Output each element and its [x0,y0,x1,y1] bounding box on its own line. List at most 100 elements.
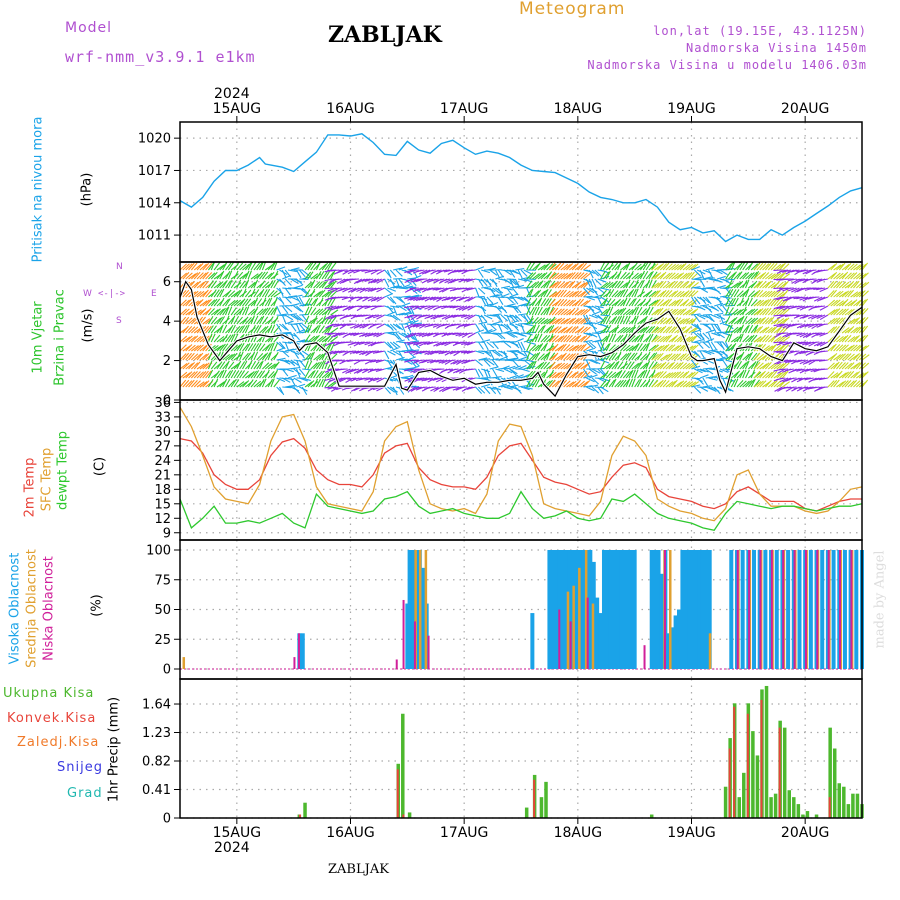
wind-barb [489,366,499,370]
wind-barb [585,341,594,349]
wind-barb [546,306,551,316]
wind-barb [259,315,265,325]
wind-barb [219,369,225,379]
wind-barb [239,342,245,352]
wind-barb [620,264,628,271]
wind-barb [560,263,569,271]
wind-barb [253,306,259,316]
wind-barb [313,281,321,289]
wind-barb [239,370,246,379]
wind-barb [782,269,792,273]
wind-barb [702,276,712,280]
wind-barb [764,335,772,343]
wind-barb [307,352,314,361]
low-cloud-bar [569,621,572,669]
wind-barb [574,344,583,352]
wind-barb [796,314,806,317]
wind-barb [773,305,783,310]
wind-barb [583,362,591,370]
wind-barb [725,297,730,307]
wind-barb [477,341,484,350]
wind-barb [227,279,233,289]
wind-barb [532,273,540,280]
wind-barb [242,343,249,352]
wind-barb [205,289,212,298]
total-precip-bar [723,786,728,818]
wind-barb [338,296,348,299]
wind-barb [566,318,574,325]
wind-barb [639,343,647,352]
wind-barb [540,361,547,370]
wind-barb [782,370,789,379]
wind-barb [685,290,693,298]
y-tick-label: 0 [163,812,171,827]
wind-barb [276,266,286,271]
wind-barb [861,298,869,307]
wind-barb [713,386,721,395]
wind-barb [531,333,538,343]
total-precip-bar [805,811,810,818]
wind-barb [659,308,668,316]
wind-barb [412,322,423,325]
wind-barb [290,296,300,302]
wind-barb [432,269,442,273]
wind-barb [833,308,841,316]
wind-barb [307,380,315,388]
panel-frame-pressure [179,121,863,263]
wind-barb [549,327,558,334]
wind-barb [318,289,326,298]
wind-barb [543,307,550,316]
wind-barb [466,287,476,291]
convective-precip-bar [728,748,731,818]
wind-barb [722,278,731,284]
wind-barb [498,356,507,361]
wind-barb [236,271,244,280]
wind-barb [412,294,422,298]
wind-barb [577,298,585,307]
wind-barb [554,308,563,316]
wind-barb [750,280,758,289]
wind-barb [244,306,250,316]
wind-barb [648,325,656,334]
wind-barb [364,296,374,299]
wind-barb [648,344,657,352]
wind-barb [668,371,677,379]
wind-barb [813,332,823,335]
station-title: ZABLJAK [328,22,442,48]
wind-barb [659,335,668,343]
wind-barb [179,272,188,280]
wind-barb [665,282,674,289]
wind-barb [691,278,701,281]
wind-barb [256,342,262,352]
wind-barb [430,386,439,392]
wind-barb [779,269,789,273]
wind-barb [233,379,240,388]
wind-barb [259,370,266,379]
y-tick-label: 1014 [138,196,171,211]
wind-barb [750,352,758,361]
wind-barb [830,299,838,307]
wind-barb [708,341,714,351]
wind-barb [767,290,776,298]
wind-barb [688,280,695,289]
wind-barb [199,300,208,307]
wind-barb [725,263,733,271]
wind-barb [742,279,748,289]
wind-barb [685,325,692,334]
wind-barb [759,380,767,388]
wind-barb [557,371,565,379]
wind-barb [534,272,543,280]
wind-barb [574,317,583,325]
wind-barb [605,370,613,379]
wind-barb [563,290,571,298]
wind-barb [733,289,740,298]
wind-barb [549,371,557,379]
wind-barb [591,269,600,277]
wind-barb [622,333,628,343]
wind-barb [554,336,563,343]
wind-barb [310,369,316,379]
wind-barb [676,353,685,361]
wind-barb [693,314,701,323]
wind-barb [787,269,797,273]
wind-barb [853,291,862,298]
